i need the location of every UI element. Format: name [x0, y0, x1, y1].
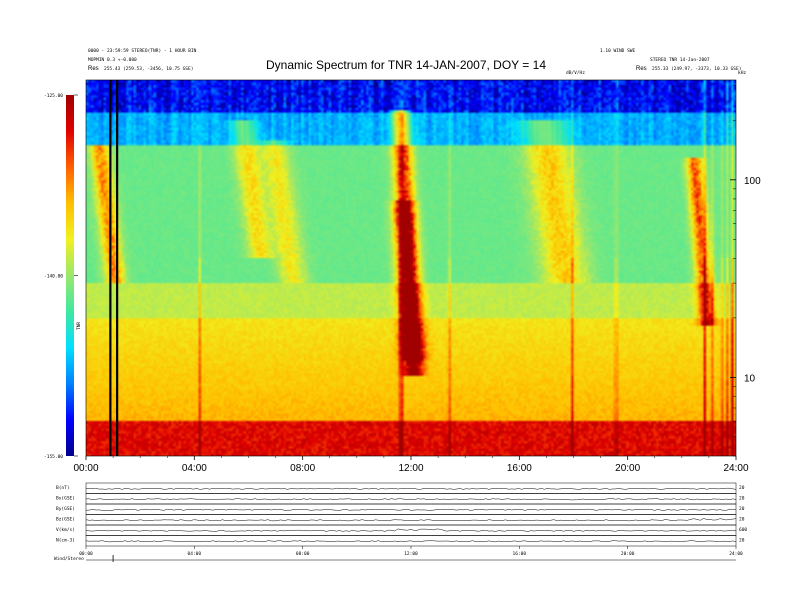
panel-frame	[85, 514, 737, 526]
y-tick-label: 100	[744, 176, 761, 187]
footer-label: Wind/Stereo	[54, 556, 84, 562]
x-tick-label: 16:00	[507, 463, 532, 474]
header-left-res-value: 255.43 (259.53, -3456, 10.75 GSE)	[104, 66, 193, 72]
panel-label: Bx(GSE)	[56, 496, 75, 502]
colorbar-label: TNR	[76, 322, 82, 330]
y-tick-label: 10	[744, 373, 756, 384]
panel-right-label: 20	[739, 496, 745, 502]
panel-label: N(cm-3)	[56, 538, 75, 544]
panel-right-label: 600	[739, 527, 747, 533]
colorbar-tick-label: -125.00	[44, 93, 63, 99]
panel-trace	[85, 498, 737, 501]
header-khz-label: kHz	[738, 70, 746, 76]
header-sub-label: dB/V/Hz	[566, 70, 585, 76]
x-tick-label: 24:00	[723, 463, 748, 474]
panel-x-tick-label: 20:00	[621, 551, 635, 557]
panel-label: By(GSE)	[56, 506, 75, 512]
panel-x-tick-label: 04:00	[188, 551, 202, 557]
header-left-line2: MOPMIN 0.3 +-0.000	[88, 57, 137, 63]
header-right-line1: 1.10 WIND SWE	[600, 48, 636, 54]
spectrogram-heatmap	[86, 80, 736, 456]
panel-trace	[85, 528, 737, 532]
panel-x-tick-label: 00:00	[79, 551, 93, 557]
panel-right-label: 20	[739, 517, 745, 523]
chart-title: Dynamic Spectrum for TNR 14-JAN-2007, DO…	[266, 58, 546, 72]
panel-trace	[85, 518, 737, 522]
panel-x-tick-label: 12:00	[404, 551, 418, 557]
x-tick-label: 20:00	[615, 463, 640, 474]
header-right-res-label: Res	[636, 66, 647, 72]
panel-right-label: 20	[739, 538, 745, 544]
panel-frame	[85, 524, 737, 536]
panel-x-tick-label: 08:00	[296, 551, 310, 557]
panel-trace	[85, 508, 737, 511]
header-right-res-value: 255.33 (249.97, -3373, 10.33 GSE)	[652, 66, 741, 72]
panel-trace	[85, 540, 737, 543]
colorbar-tick-label: -140.00	[44, 274, 63, 280]
colorbar	[66, 95, 74, 456]
panel-trace	[86, 487, 737, 490]
panel-right-label: 20	[739, 506, 745, 512]
panel-label: B(nT)	[56, 485, 70, 491]
panel-right-label: 20	[739, 485, 745, 491]
panel-label: V(km/s)	[56, 527, 75, 533]
header-left-line1: 0000 - 23:59:59 STEREO(TNR) - 1 HOUR BIN	[88, 48, 197, 54]
panel-x-tick-label: 16:00	[513, 551, 527, 557]
panel-x-tick-label: 24:00	[729, 551, 743, 557]
x-tick-label: 00:00	[73, 463, 98, 474]
header-right-line2: STEREO TNR 14-Jan-2007	[650, 57, 710, 63]
colorbar-tick-label: -155.00	[44, 454, 63, 460]
x-tick-label: 12:00	[398, 463, 423, 474]
panel-label: Bz(GSE)	[56, 517, 75, 523]
x-tick-label: 08:00	[290, 463, 315, 474]
header-left-res-label: Res	[88, 66, 99, 72]
panel-frame	[85, 493, 737, 505]
x-tick-label: 04:00	[182, 463, 207, 474]
